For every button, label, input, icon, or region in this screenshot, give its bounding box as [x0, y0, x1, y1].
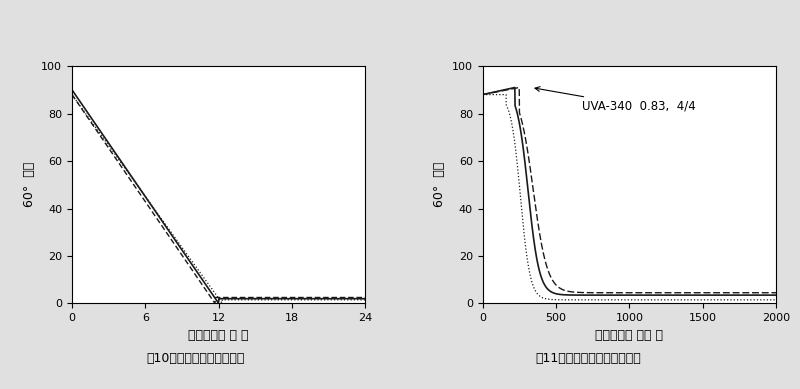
X-axis label: 曝晒时间（ 小时 ）: 曝晒时间（ 小时 ）: [595, 329, 663, 342]
Text: 图11－环氧树脂、实验室老化: 图11－环氧树脂、实验室老化: [535, 352, 641, 365]
Text: UVA-340  0.83,  4/4: UVA-340 0.83, 4/4: [535, 87, 696, 113]
Text: 图10－环氧树脂、户外老化: 图10－环氧树脂、户外老化: [147, 352, 245, 365]
Y-axis label: 60°  光泽: 60° 光泽: [434, 162, 446, 207]
Y-axis label: 60°  光泽: 60° 光泽: [22, 162, 36, 207]
X-axis label: 曝晒时间（ 月 ）: 曝晒时间（ 月 ）: [189, 329, 249, 342]
